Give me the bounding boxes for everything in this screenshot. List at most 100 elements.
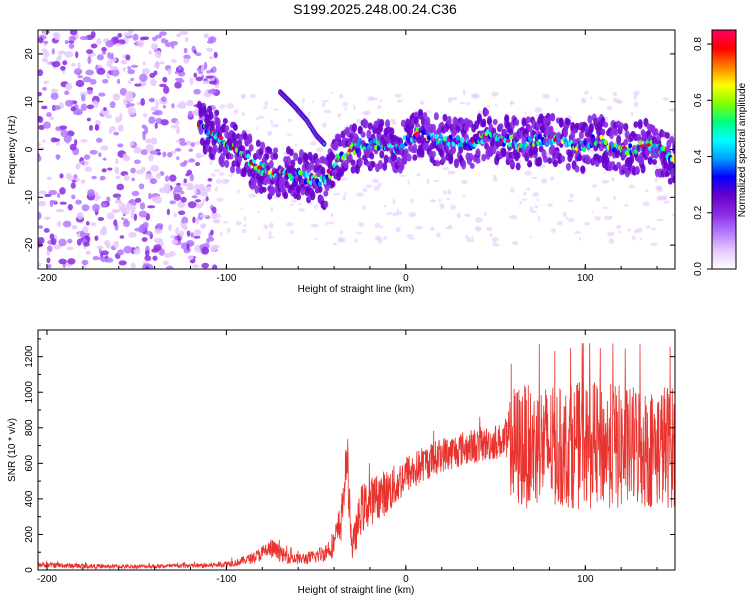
haze-blob bbox=[429, 199, 437, 203]
haze-blob bbox=[590, 96, 593, 100]
ridge-halo bbox=[268, 160, 274, 169]
noise-blob bbox=[139, 202, 146, 210]
ridge-halo bbox=[422, 112, 428, 119]
snr-series-line bbox=[38, 343, 675, 570]
noise-blob bbox=[38, 211, 42, 220]
ridge-halo bbox=[356, 148, 362, 158]
colorbar-label: Normalized spectral amplitude bbox=[737, 82, 748, 217]
snr-xtick-label: 100 bbox=[577, 574, 594, 585]
haze-blob bbox=[655, 185, 662, 191]
haze-blob bbox=[671, 213, 675, 217]
ridge-halo bbox=[613, 128, 619, 136]
haze-blob bbox=[362, 205, 367, 210]
noise-blob bbox=[162, 104, 166, 109]
ridge-halo bbox=[273, 147, 279, 154]
haze-blob bbox=[392, 212, 399, 217]
ridge-halo bbox=[498, 123, 504, 130]
noise-blob bbox=[74, 178, 81, 182]
noise-blob bbox=[51, 48, 55, 55]
colorbar-tick-label: 0.0 bbox=[693, 262, 704, 276]
ridge-core bbox=[582, 146, 587, 153]
haze-blob bbox=[442, 166, 450, 171]
haze-blob bbox=[633, 229, 638, 234]
noise-blob bbox=[141, 68, 150, 75]
noise-blob bbox=[179, 141, 187, 147]
noise-blob bbox=[73, 174, 78, 180]
haze-blob bbox=[547, 203, 553, 207]
haze-blob bbox=[240, 93, 247, 99]
noise-blob bbox=[38, 154, 42, 162]
noise-blob bbox=[144, 126, 149, 135]
noise-blob bbox=[192, 216, 196, 224]
noise-blob bbox=[98, 152, 102, 158]
ridge-halo bbox=[357, 125, 363, 135]
ridge-halo bbox=[406, 153, 412, 162]
noise-blob bbox=[142, 61, 146, 66]
ridge-halo bbox=[296, 193, 302, 201]
haze-blob bbox=[491, 91, 499, 97]
ridge-halo bbox=[547, 157, 553, 164]
spectrogram-ytick-label: 10 bbox=[24, 96, 35, 108]
ridge-halo bbox=[525, 116, 531, 124]
haze-blob bbox=[676, 120, 680, 122]
noise-blob bbox=[119, 112, 123, 121]
noise-blob bbox=[105, 242, 111, 249]
noise-blob bbox=[84, 166, 93, 172]
ridge-halo bbox=[247, 135, 253, 145]
noise-blob bbox=[139, 73, 148, 82]
noise-blob bbox=[141, 237, 148, 242]
noise-blob bbox=[65, 99, 74, 107]
haze-blob bbox=[295, 143, 298, 147]
haze-blob bbox=[474, 217, 483, 223]
noise-blob bbox=[202, 199, 207, 203]
noise-blob bbox=[144, 138, 153, 144]
ridge-halo bbox=[413, 116, 419, 125]
noise-blob bbox=[62, 60, 68, 66]
haze-blob bbox=[392, 198, 396, 205]
noise-blob bbox=[122, 67, 127, 72]
haze-blob bbox=[606, 105, 613, 111]
noise-blob bbox=[116, 183, 125, 191]
noise-blob bbox=[112, 93, 121, 101]
haze-blob bbox=[510, 187, 515, 193]
haze-blob bbox=[218, 171, 225, 177]
ridge-halo bbox=[254, 185, 260, 194]
ridge-halo bbox=[435, 160, 441, 167]
haze-blob bbox=[536, 198, 540, 202]
haze-blob bbox=[663, 195, 667, 201]
noise-blob bbox=[115, 158, 119, 165]
ridge-halo bbox=[320, 166, 326, 176]
noise-blob bbox=[201, 262, 209, 269]
snr-ylabel: SNR (10 * v/v) bbox=[7, 418, 18, 482]
haze-blob bbox=[233, 109, 239, 114]
ridge-halo bbox=[240, 145, 246, 152]
noise-blob bbox=[46, 250, 51, 256]
noise-blob bbox=[128, 200, 134, 204]
ridge-core bbox=[434, 133, 439, 140]
haze-blob bbox=[645, 225, 651, 229]
noise-blob bbox=[193, 88, 201, 95]
noise-blob bbox=[102, 157, 107, 161]
ridge-core bbox=[318, 181, 323, 187]
noise-blob bbox=[194, 187, 198, 196]
haze-blob bbox=[270, 119, 273, 125]
noise-blob bbox=[46, 176, 52, 181]
haze-blob bbox=[314, 237, 318, 240]
haze-blob bbox=[450, 96, 458, 101]
noise-blob bbox=[176, 182, 181, 187]
noise-blob bbox=[193, 49, 197, 54]
haze-blob bbox=[436, 232, 441, 238]
noise-blob bbox=[85, 250, 91, 255]
haze-blob bbox=[219, 103, 226, 109]
ridge-halo bbox=[514, 119, 520, 126]
ridge-halo bbox=[392, 154, 398, 161]
haze-blob bbox=[361, 111, 369, 116]
ridge-core bbox=[628, 143, 633, 149]
haze-blob bbox=[215, 178, 222, 185]
haze-blob bbox=[374, 222, 381, 229]
haze-blob bbox=[257, 210, 260, 214]
ridge-halo bbox=[228, 153, 234, 160]
noise-blob bbox=[183, 57, 190, 64]
haze-blob bbox=[607, 231, 615, 237]
haze-blob bbox=[310, 223, 319, 228]
